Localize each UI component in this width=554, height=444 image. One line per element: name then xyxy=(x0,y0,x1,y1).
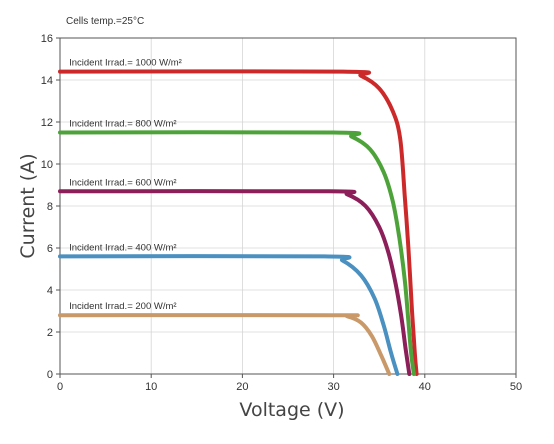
series-label-3: Incident Irrad.= 400 W/m² xyxy=(69,242,176,253)
series-line-2 xyxy=(58,189,412,376)
cells-temp-annotation: Cells temp.=25°C xyxy=(66,16,144,27)
series-label-0: Incident Irrad.= 1000 W/m² xyxy=(69,58,182,69)
series-line-3 xyxy=(58,254,400,376)
series-label-2: Incident Irrad.= 600 W/m² xyxy=(69,177,176,188)
y-tick-label: 16 xyxy=(41,33,53,45)
y-tick-label: 10 xyxy=(41,159,53,171)
y-tick-label: 2 xyxy=(47,327,53,339)
series-line-0 xyxy=(58,69,419,376)
y-tick-label: 6 xyxy=(47,243,53,255)
x-tick-label: 40 xyxy=(419,381,431,393)
x-tick-label: 10 xyxy=(145,381,157,393)
series-label-1: Incident Irrad.= 800 W/m² xyxy=(69,119,176,130)
y-tick-label: 8 xyxy=(47,201,53,213)
x-tick-label: 50 xyxy=(510,381,522,393)
grid xyxy=(60,38,516,374)
x-axis-title: Voltage (V) xyxy=(239,399,344,421)
series-labels: Incident Irrad.= 1000 W/m² Incident Irrad… xyxy=(69,58,182,313)
y-tick-label: 12 xyxy=(41,117,53,129)
x-tick-label: 20 xyxy=(236,381,248,393)
series-line-1 xyxy=(58,130,416,376)
x-tick-label: 0 xyxy=(57,381,63,393)
series-line-4 xyxy=(58,313,392,376)
y-tick-label: 0 xyxy=(47,369,53,381)
y-tick-label: 4 xyxy=(47,285,53,297)
x-tick-label: 30 xyxy=(327,381,339,393)
ticks: 0 10 20 30 40 50 0 2 4 6 8 10 12 14 16 xyxy=(41,33,522,393)
series xyxy=(58,69,419,376)
y-tick-label: 14 xyxy=(41,75,53,87)
series-label-4: Incident Irrad.= 200 W/m² xyxy=(69,301,176,312)
y-axis-title: Current (A) xyxy=(17,153,39,258)
